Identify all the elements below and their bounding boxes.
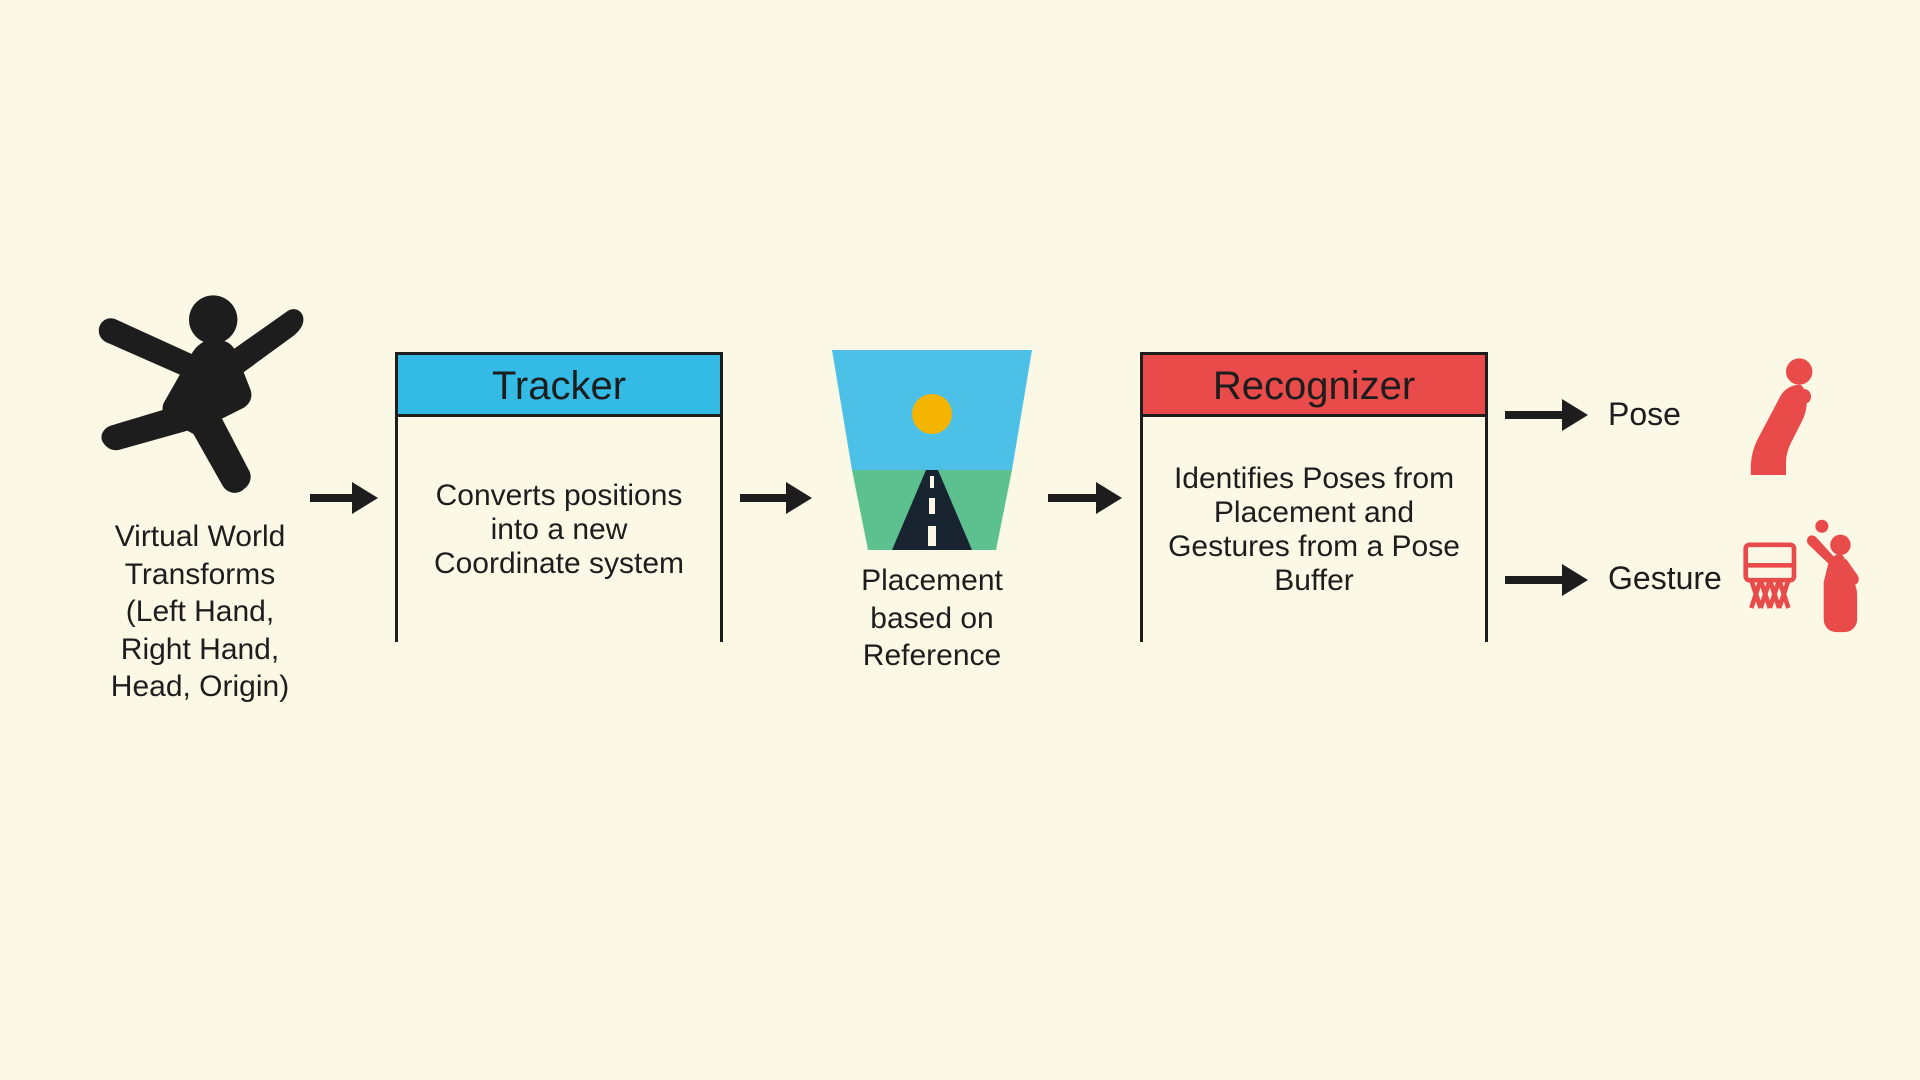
arrow-recognizer-to-gesture [1505, 564, 1588, 596]
arrows-layer [0, 0, 1920, 1080]
arrow-tracker-to-placement [740, 482, 812, 514]
arrow-input-to-tracker [310, 482, 378, 514]
diagram-stage: Virtual WorldTransforms(Left Hand,Right … [0, 0, 1920, 1080]
arrow-placement-to-recognizer [1048, 482, 1122, 514]
arrow-recognizer-to-pose [1505, 399, 1588, 431]
